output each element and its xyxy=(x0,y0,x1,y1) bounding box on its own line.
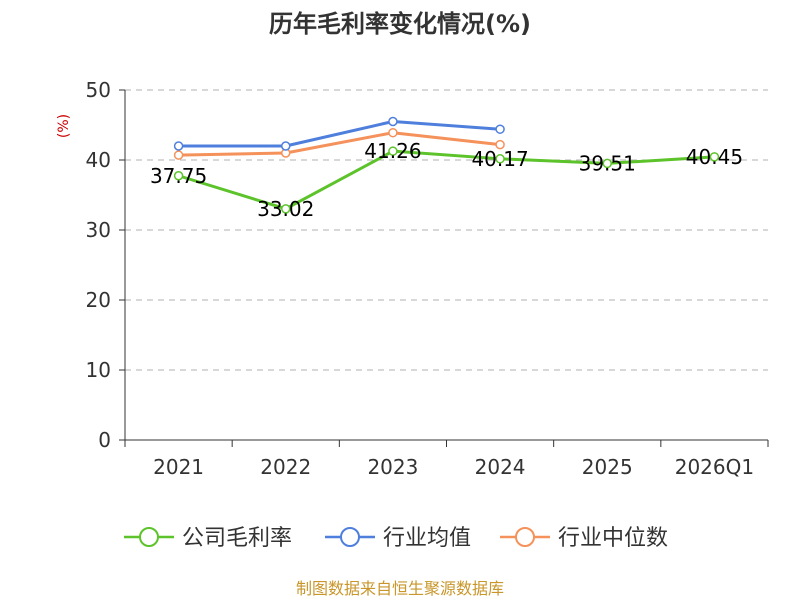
data-point xyxy=(495,124,505,134)
data-point xyxy=(495,139,505,150)
legend-label: 行业中位数 xyxy=(558,526,668,551)
y-tick-label: 40 xyxy=(86,148,111,172)
y-axis-label: (%) xyxy=(56,114,72,138)
x-tick-label: 2024 xyxy=(475,455,526,479)
legend: 公司毛利率 行业均值 行业中位数 xyxy=(124,526,668,551)
y-tick-label: 20 xyxy=(86,288,111,312)
legend-marker xyxy=(340,527,360,547)
data-label: 40.17 xyxy=(471,147,528,171)
data-label: 39.51 xyxy=(579,151,636,175)
data-label: 40.45 xyxy=(686,145,743,169)
data-point xyxy=(173,150,184,160)
chart-title: 历年毛利率变化情况(%) xyxy=(269,10,531,38)
grid-lines xyxy=(125,89,768,371)
x-tick-label: 2021 xyxy=(153,455,204,479)
y-tick-label: 0 xyxy=(98,428,111,452)
y-tick-label: 30 xyxy=(86,218,111,242)
series-lines xyxy=(173,116,720,214)
data-point xyxy=(173,171,184,181)
data-point xyxy=(602,158,612,169)
data-point xyxy=(388,146,398,156)
x-tick-labels: 2021 2022 2023 2024 2025 2026Q1 xyxy=(153,455,754,479)
y-tick-label: 10 xyxy=(86,358,111,382)
data-labels: 37.75 33.02 41.26 40.17 39.51 40.45 xyxy=(150,139,743,221)
data-label: 41.26 xyxy=(364,139,421,163)
legend-marker xyxy=(139,527,159,547)
axes xyxy=(119,89,769,447)
data-point xyxy=(388,116,398,127)
data-point xyxy=(388,127,398,138)
x-tick-label: 2025 xyxy=(582,455,633,479)
data-point xyxy=(173,141,184,151)
series-line-2 xyxy=(178,131,501,157)
series-line-1 xyxy=(178,120,501,148)
legend-label: 行业均值 xyxy=(383,526,471,551)
data-point xyxy=(281,141,291,151)
legend-label: 公司毛利率 xyxy=(182,526,292,551)
x-tick-label: 2026Q1 xyxy=(675,455,754,479)
series-line-0 xyxy=(178,149,715,211)
data-label: 33.02 xyxy=(257,197,314,221)
source-note: 制图数据来自恒生聚源数据库 xyxy=(296,579,504,598)
data-point xyxy=(281,204,291,214)
legend-marker xyxy=(515,527,535,547)
data-point xyxy=(709,152,720,162)
x-tick-label: 2022 xyxy=(260,455,311,479)
data-label: 37.75 xyxy=(150,164,207,188)
data-point xyxy=(495,154,505,164)
y-tick-labels: 0 10 20 30 40 50 xyxy=(86,78,111,452)
x-tick-label: 2023 xyxy=(367,455,418,479)
y-tick-label: 50 xyxy=(86,78,111,102)
